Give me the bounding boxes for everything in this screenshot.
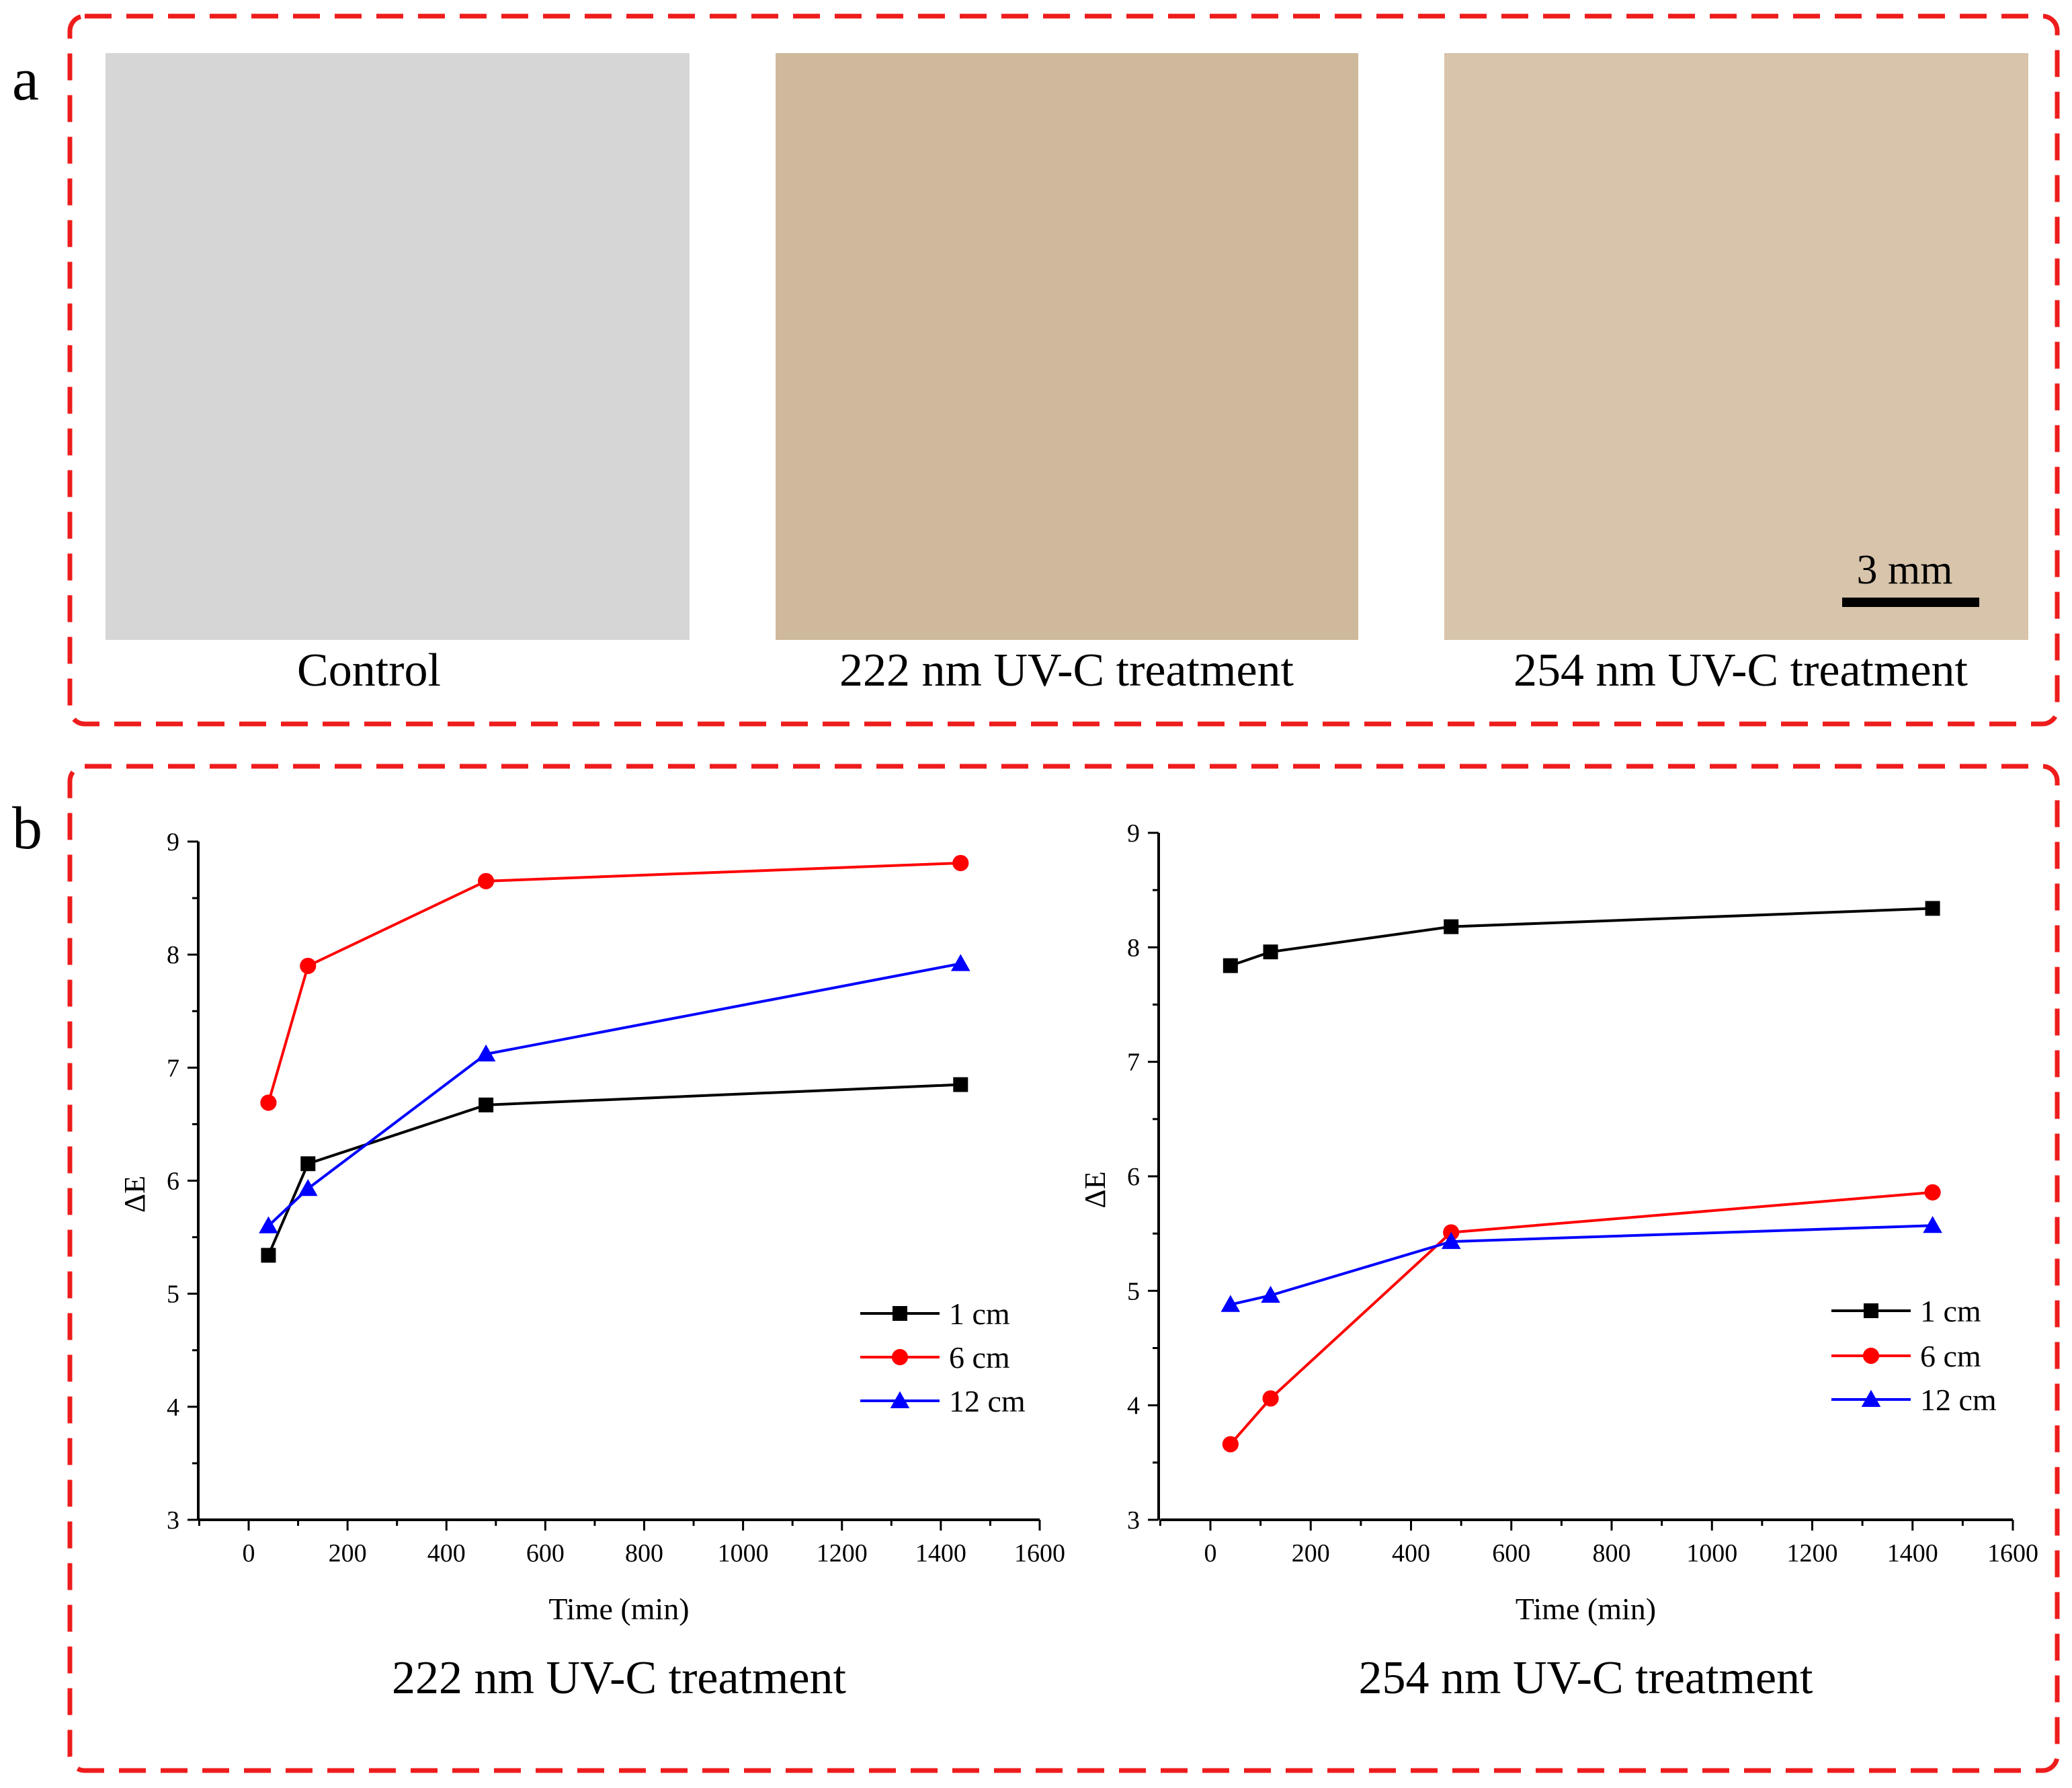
x-tick-label: 1200 [1787,1539,1838,1568]
data-point [951,954,970,971]
y-tick-label: 3 [1127,1506,1140,1535]
data-point [478,872,495,889]
data-point [1441,1231,1461,1250]
y-axis-title: ΔE [118,1176,151,1213]
legend-label: 6 cm [949,1340,1010,1375]
series-line-1cm [267,1083,961,1256]
legend-marker [1861,1389,1881,1407]
x-tick-label: 600 [526,1539,565,1568]
legend-label: 1 cm [1920,1294,1981,1328]
data-point [1444,919,1459,934]
legend-label: 1 cm [949,1297,1010,1331]
data-point [1923,1215,1942,1233]
data-point [953,1077,968,1092]
y-tick-label: 3 [167,1506,179,1535]
data-point [476,1044,496,1062]
x-axis-title: Time (min) [1516,1592,1656,1626]
y-tick-label: 6 [1127,1163,1140,1191]
y-tick-label: 5 [167,1281,179,1309]
series-line-12cm [1230,1224,1933,1306]
data-point [1925,901,1940,916]
y-tick-label: 9 [1127,819,1140,848]
y-tick-label: 5 [1127,1277,1140,1305]
222nm-sample-image [776,53,1358,640]
series-line-6cm [267,861,961,1104]
legend-label: 6 cm [1920,1339,1981,1373]
chart-title: 222 nm UV-C treatment [392,1652,846,1704]
chart-title: 254 nm UV-C treatment [1359,1652,1813,1704]
data-point [952,854,969,872]
legend-marker [893,1306,907,1321]
panel-a-frame [67,13,2060,727]
data-point [479,1097,494,1112]
x-tick-label: 400 [1392,1539,1430,1568]
y-tick-label: 8 [1127,934,1140,962]
legend-label: 12 cm [949,1384,1026,1418]
y-tick-label: 9 [167,828,179,856]
x-tick-label: 1400 [1887,1539,1938,1568]
data-point [1261,1285,1280,1303]
caption-254nm: 254 nm UV-C treatment [1514,645,1968,696]
x-tick-label: 200 [1292,1539,1330,1568]
x-tick-label: 800 [625,1539,663,1568]
data-point [298,1178,318,1196]
x-tick-label: 1200 [817,1539,868,1568]
data-point [1220,1295,1241,1312]
legend-marker [890,1391,910,1408]
legend-marker [1864,1303,1878,1318]
legend-marker [891,1348,909,1366]
legend-label: 12 cm [1920,1383,1997,1417]
data-point [300,1156,316,1172]
y-axis-title: ΔE [1079,1171,1112,1208]
x-tick-label: 1600 [1014,1539,1065,1568]
chart-222nm: 0 200 400 600 800 1000 1200 1400 1600 3 4 5 6 7 8 9 ΔE Ti… [118,828,1065,1704]
x-tick-label: 200 [329,1539,367,1568]
data-point [259,1216,278,1233]
chart-254nm: 0 200 400 600 800 1000 1200 1400 1600 3 4 5 6 7 8 9 ΔE Ti… [1079,819,2038,1704]
data-point [1924,1184,1941,1201]
caption-control: Control [297,645,441,696]
254nm-sample-image [1444,53,2028,640]
series-line-1cm [1230,907,1933,967]
x-tick-label: 600 [1492,1539,1530,1568]
y-tick-label: 7 [1127,1049,1140,1077]
y-tick-label: 8 [167,941,179,969]
legend-marker [1862,1347,1880,1365]
data-point [300,957,317,975]
x-tick-label: 1600 [1987,1539,2038,1568]
series-line-12cm [267,962,961,1227]
y-tick-label: 4 [167,1393,179,1422]
y-tick-label: 6 [167,1168,179,1196]
data-point [1263,944,1278,960]
data-point [1262,1390,1279,1407]
x-tick-label: 0 [243,1539,255,1568]
data-point [1223,958,1238,973]
x-tick-label: 400 [427,1539,466,1568]
x-tick-label: 800 [1593,1539,1631,1568]
y-tick-label: 7 [167,1054,179,1082]
data-point [261,1248,276,1263]
panel-a-label: a [12,46,39,113]
panel-b-label: b [12,795,42,862]
caption-222nm: 222 nm UV-C treatment [839,645,1294,696]
series-line-6cm [1229,1190,1933,1445]
x-tick-label: 1000 [718,1539,769,1568]
x-tick-label: 1000 [1686,1539,1737,1568]
scale-bar-label: 3 mm [1857,547,1953,593]
y-tick-label: 4 [1127,1392,1140,1420]
data-point [260,1094,277,1111]
x-axis-title: Time (min) [548,1592,689,1626]
panel-b-frame [67,764,2060,1773]
control-sample-image [106,53,690,640]
x-tick-label: 0 [1204,1539,1217,1568]
scale-bar [1842,598,1979,607]
data-point [1222,1436,1239,1453]
x-tick-label: 1400 [915,1539,966,1568]
